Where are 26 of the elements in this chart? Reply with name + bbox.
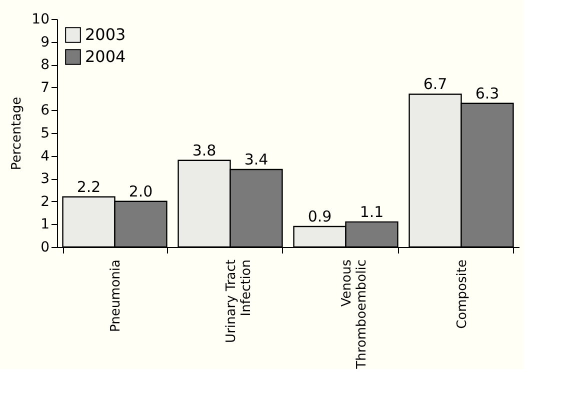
y-tick-label: 7	[40, 80, 50, 96]
y-tick-label: 6	[40, 102, 50, 119]
y-tick-label: 9	[40, 34, 50, 50]
x-tick-label: Pneumonia	[108, 260, 124, 332]
x-tick-label: Composite	[454, 260, 470, 329]
x-tick-label: Venous Thromboembolic	[339, 259, 370, 370]
y-tick-label: 5	[40, 126, 50, 142]
y-tick-label: 3	[40, 171, 50, 188]
y-tick-label: 4	[40, 148, 50, 164]
y-axis-title: Percentage	[10, 96, 25, 170]
y-tick-label: 10	[32, 12, 50, 28]
y-tick-label: 1	[40, 216, 50, 233]
legend-label: 2004	[85, 47, 126, 66]
data-label: 6.7	[423, 75, 448, 94]
y-tick-label: 0	[40, 240, 50, 256]
data-label: 3.4	[244, 150, 268, 168]
data-label: 2.2	[76, 178, 101, 196]
x-tick-label: Urinary Tract Infection	[224, 260, 254, 343]
legend-label: 2003	[85, 25, 126, 44]
data-label: 1.1	[360, 202, 384, 221]
y-tick-label: 8	[40, 57, 50, 74]
data-label: 6.3	[475, 84, 500, 102]
y-tick-label: 2	[40, 194, 50, 210]
data-label: 3.8	[192, 141, 216, 160]
data-label: 2.0	[128, 182, 153, 200]
data-label: 0.9	[308, 207, 332, 226]
